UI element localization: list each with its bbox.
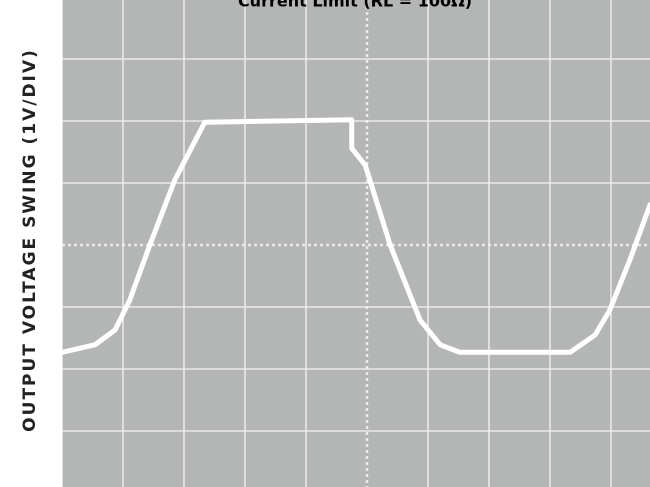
y-axis-label: OUTPUT VOLTAGE SWING (1V/DIV): [20, 48, 40, 432]
trace: [62, 117, 650, 355]
screen: [62, 0, 650, 487]
chart-title: Current Limit (RL = 100Ω): [238, 0, 472, 11]
plot-area: [62, 0, 650, 487]
